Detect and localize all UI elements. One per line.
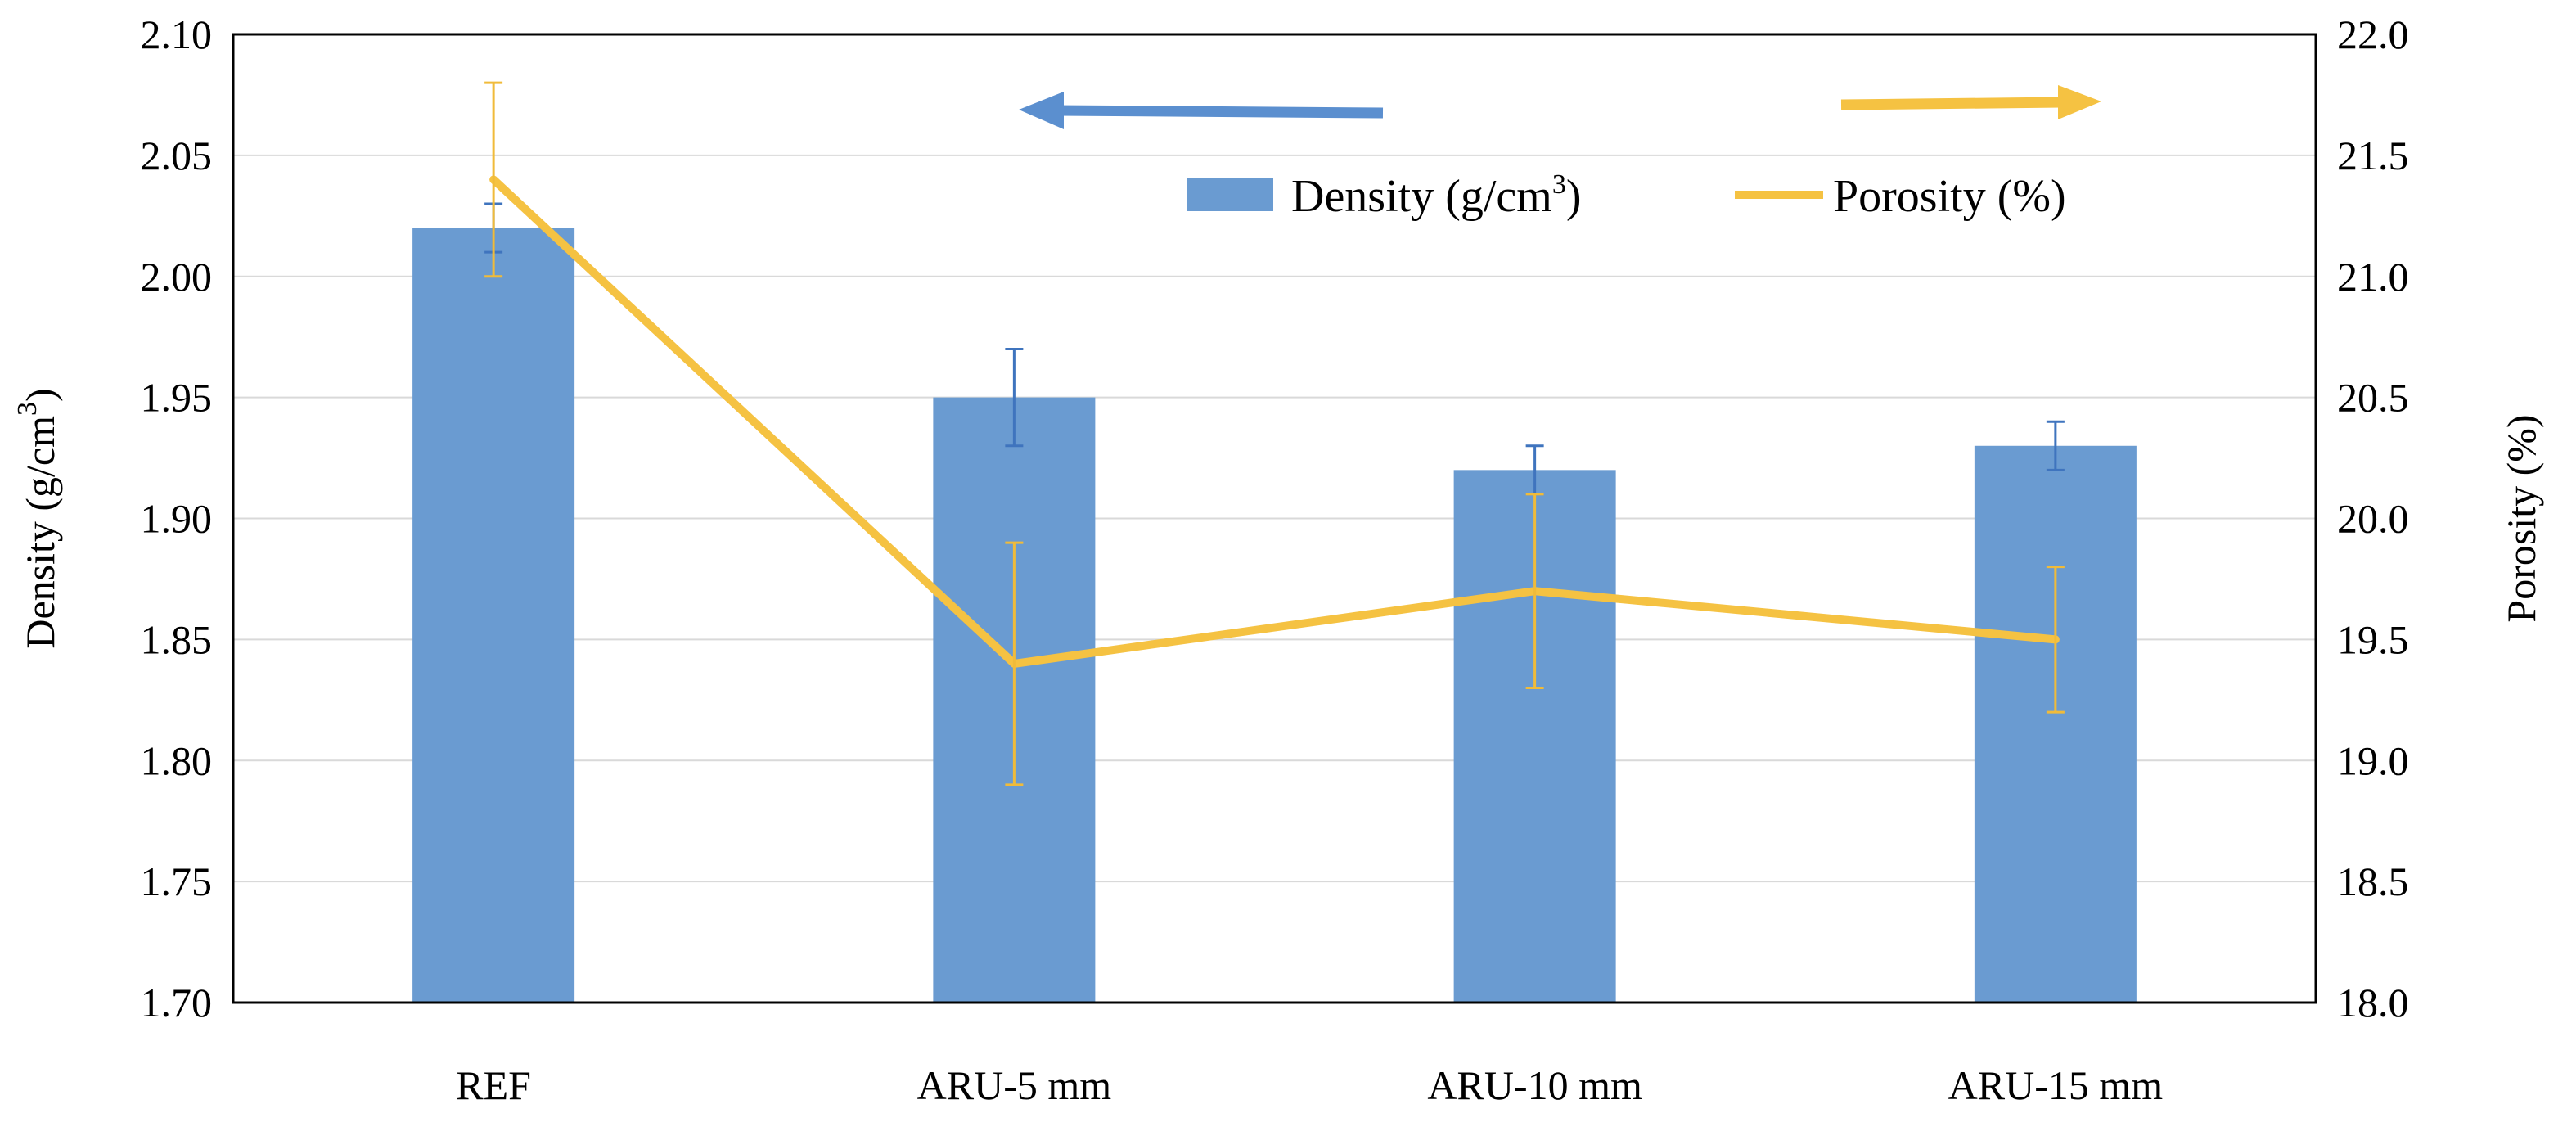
legend-item-porosity: Porosity (%): [1735, 171, 2066, 222]
right-axis-ticks: 18.0 18.5 19.0 19.5 20.0 20.5 21.0 21.5 22.0: [2337, 11, 2409, 1025]
left-tick-label: 1.85: [141, 616, 213, 662]
left-tick-label: 1.95: [141, 375, 213, 421]
legend: Density (g/cm3) Porosity (%): [1187, 169, 2066, 222]
density-error-bar: [1005, 347, 1024, 448]
right-tick-label: 19.5: [2337, 616, 2409, 662]
category-label: ARU-15 mm: [1948, 1062, 2164, 1108]
right-tick-label: 20.5: [2337, 375, 2409, 421]
porosity-error-bar: [2046, 566, 2065, 714]
left-tick-label: 2.05: [141, 133, 213, 178]
left-arrow: [1019, 92, 1384, 129]
left-tick-label: 1.80: [141, 737, 213, 783]
porosity-error-bars: [484, 81, 2065, 786]
right-tick-label: 18.5: [2337, 858, 2409, 904]
left-axis-title: Density (g/cm3): [12, 388, 63, 648]
category-label: REF: [456, 1062, 531, 1108]
axis-arrows: [1019, 85, 2101, 129]
porosity-error-bar: [484, 81, 503, 278]
legend-label-porosity: Porosity (%): [1833, 171, 2066, 222]
category-label: ARU-5 mm: [917, 1062, 1112, 1108]
right-tick-label: 21.5: [2337, 133, 2409, 178]
right-arrow: [1840, 85, 2101, 119]
right-axis-title: Porosity (%): [2498, 414, 2544, 622]
porosity-error-bar: [1005, 541, 1024, 786]
left-tick-label: 2.10: [141, 11, 213, 57]
left-axis-ticks: 1.70 1.75 1.80 1.85 1.90 1.95 2.00 2.05 2.10: [141, 11, 213, 1025]
density-bar: [412, 228, 575, 1003]
right-tick-label: 19.0: [2337, 737, 2409, 783]
legend-label-density: Density (g/cm3): [1291, 169, 1581, 222]
porosity-error-bar: [1525, 493, 1544, 690]
category-labels: REF ARU-5 mm ARU-10 mm ARU-15 mm: [456, 1062, 2163, 1108]
plot-frame: [232, 33, 2317, 1004]
left-tick-label: 2.00: [141, 254, 213, 300]
right-tick-label: 18.0: [2337, 980, 2409, 1025]
density-error-bar: [2046, 420, 2065, 471]
right-tick-label: 21.0: [2337, 254, 2409, 300]
left-tick-label: 1.75: [141, 858, 213, 904]
right-tick-label: 22.0: [2337, 11, 2409, 57]
right-tick-label: 20.0: [2337, 496, 2409, 542]
legend-item-density: Density (g/cm3): [1187, 169, 1581, 222]
left-tick-label: 1.90: [141, 496, 213, 542]
porosity-line-path: [489, 175, 2060, 668]
axis-titles: Density (g/cm3) Porosity (%): [12, 388, 2544, 648]
density-bar: [1974, 445, 2137, 1003]
left-tick-label: 1.70: [141, 980, 213, 1025]
category-label: ARU-10 mm: [1427, 1062, 1642, 1108]
porosity-line: [489, 175, 2060, 668]
density-error-bars: [484, 202, 2065, 496]
